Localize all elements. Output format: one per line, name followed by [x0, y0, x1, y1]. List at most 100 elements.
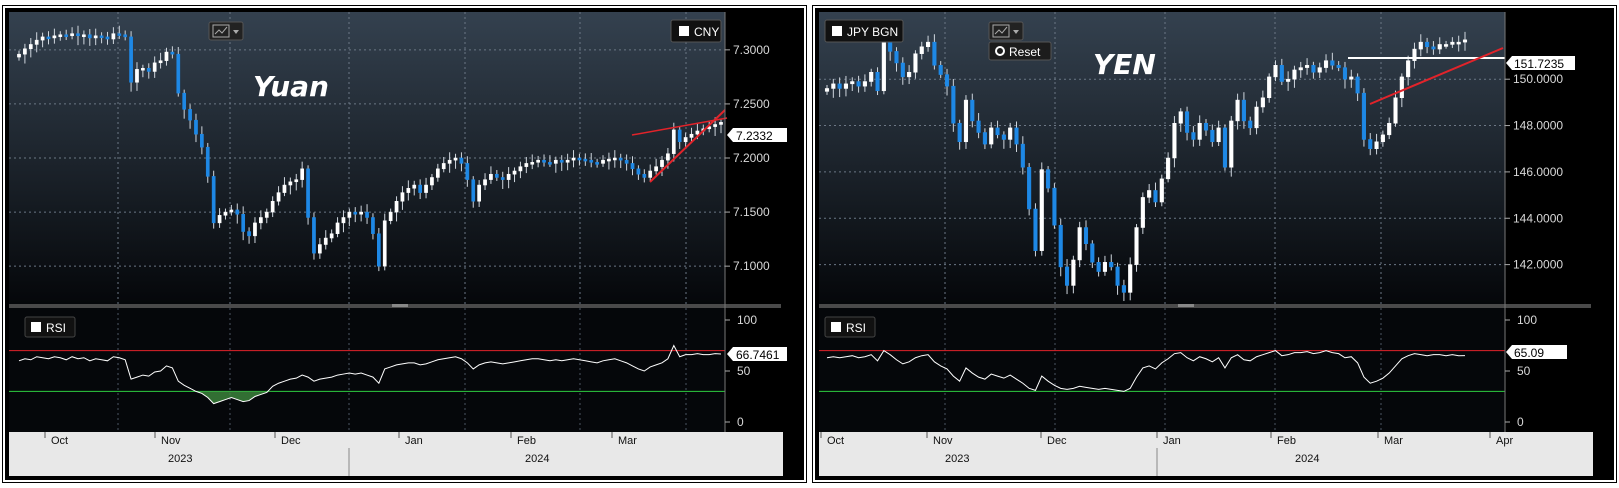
candle-body	[1361, 92, 1366, 140]
price-grid	[9, 12, 725, 432]
candle-body	[217, 215, 222, 224]
month-label: Feb	[1277, 435, 1296, 447]
candle-body	[276, 192, 281, 202]
legend-cny[interactable]: CNY	[670, 19, 722, 43]
candle-body	[182, 92, 187, 110]
candle-body	[636, 168, 641, 175]
rsi-legend[interactable]: RSI	[824, 316, 876, 338]
candle-body	[1248, 120, 1253, 129]
candle-body	[477, 184, 481, 202]
candle-body	[648, 170, 653, 178]
candle-body	[1342, 67, 1348, 80]
legend-jpy[interactable]: JPY BGN	[824, 19, 904, 43]
candle-body	[869, 72, 874, 82]
candle-body	[418, 184, 422, 193]
candle-body	[1210, 129, 1215, 143]
reset-button[interactable]: Reset	[988, 41, 1052, 61]
date-axis: Oct Nov Dec Jan Feb Mar 2023 2024	[44, 432, 637, 476]
candle-body	[1406, 60, 1411, 78]
chart-type-button[interactable]	[988, 21, 1024, 41]
month-label: Oct	[51, 435, 68, 447]
rsi-axis: 0 50 100	[725, 313, 757, 429]
candle-body	[1008, 127, 1013, 140]
candle-body	[938, 65, 943, 75]
candle-body	[194, 119, 198, 135]
candle-body	[353, 211, 358, 215]
candle-body	[1134, 227, 1139, 265]
candle-body	[919, 46, 924, 54]
candle-body	[412, 184, 417, 189]
candles	[17, 25, 723, 272]
candle-body	[1197, 122, 1202, 140]
y-tick-label: 7.3000	[733, 43, 770, 57]
candle-body	[1418, 41, 1423, 50]
y-tick-label: 7.2000	[733, 151, 770, 165]
candle-body	[70, 33, 74, 37]
candle-body	[1374, 141, 1379, 149]
month-label: Apr	[1496, 435, 1513, 447]
candle-body	[188, 109, 192, 121]
candle-body	[577, 157, 582, 161]
rsi-legend[interactable]: RSI	[24, 316, 76, 338]
candle-body	[294, 179, 299, 183]
candle-body	[1425, 41, 1430, 48]
trend-line	[1369, 47, 1504, 105]
candle-body	[1380, 134, 1385, 143]
candle-body	[719, 122, 723, 125]
year-label: 2023	[168, 453, 192, 465]
candle-body	[1096, 262, 1101, 272]
candle-body	[831, 83, 836, 89]
rsi-tick-label: 0	[737, 415, 744, 429]
svg-text:RSI: RSI	[846, 321, 866, 335]
pane-divider[interactable]	[819, 304, 1591, 308]
candle-body	[141, 67, 145, 71]
candle-body	[441, 163, 446, 170]
candle-body	[601, 159, 605, 164]
candle-body	[1254, 106, 1259, 129]
candle-body	[1159, 178, 1164, 203]
candle-body	[388, 211, 393, 221]
candle-body	[52, 35, 57, 39]
candle-body	[471, 179, 476, 202]
y-tick-label: 148.0000	[1513, 119, 1563, 133]
candle-body	[1286, 78, 1291, 82]
yuan-chart-svg: 7.1000 7.1500 7.2000 7.2500 7.3000 0 50 100 Yu…	[9, 12, 787, 476]
candle-body	[318, 244, 322, 254]
candle-body	[146, 67, 151, 72]
rsi-value-tag: 66.7461	[727, 347, 787, 362]
month-label: Mar	[618, 435, 637, 447]
pane-divider-handle[interactable]	[1178, 304, 1194, 307]
y-tick-label: 7.1500	[733, 205, 770, 219]
candle-body	[1462, 39, 1468, 43]
month-label: Nov	[161, 435, 181, 447]
candle-body	[1241, 99, 1246, 122]
candle-body	[270, 201, 275, 213]
candle-body	[1014, 127, 1019, 145]
chart-type-button[interactable]	[208, 21, 244, 41]
candle-body	[1355, 76, 1360, 94]
upper-trend-line	[631, 117, 728, 136]
candle-body	[524, 163, 529, 167]
candle-body	[40, 36, 45, 41]
candle-body	[1273, 65, 1278, 78]
candle-body	[894, 51, 899, 64]
y-tick-label: 142.0000	[1513, 258, 1563, 272]
candle-body	[1064, 266, 1070, 286]
svg-text:65.09: 65.09	[1514, 346, 1544, 360]
candle-body	[264, 211, 269, 218]
candle-body	[559, 159, 564, 163]
y-tick-label: 150.0000	[1513, 72, 1563, 86]
yen-chart-svg: 142.0000 144.0000 146.0000 148.0000 150.0000…	[819, 12, 1593, 476]
pane-divider-handle[interactable]	[392, 304, 408, 307]
candle-body	[995, 127, 1000, 136]
candle-body	[111, 33, 116, 40]
lower-trend-line	[649, 109, 726, 183]
candle-body	[1102, 262, 1107, 272]
candle-body	[907, 72, 912, 78]
year-label: 2023	[945, 453, 969, 465]
candle-body	[1216, 127, 1221, 143]
candle-body	[624, 159, 629, 164]
candle-body	[1292, 69, 1297, 80]
candle-body	[542, 159, 546, 163]
svg-text:7.2332: 7.2332	[736, 129, 773, 143]
